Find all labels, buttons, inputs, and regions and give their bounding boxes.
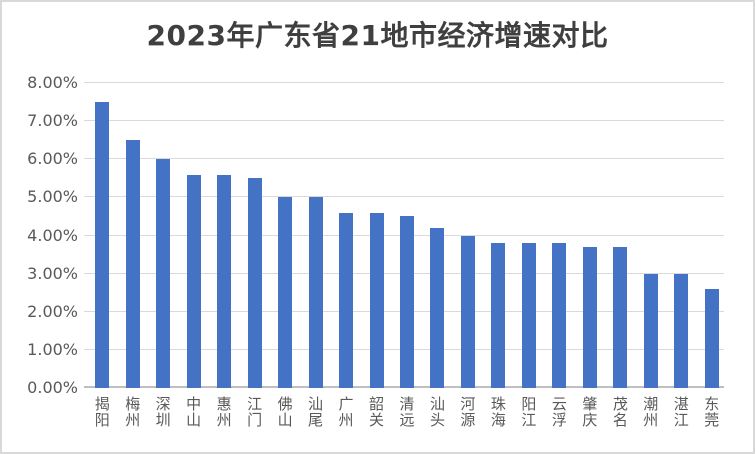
gridline bbox=[84, 196, 724, 198]
x-tick-label: 汕头 bbox=[429, 395, 445, 429]
y-tick-label: 5.00% bbox=[27, 187, 78, 207]
x-tick-label: 汕尾 bbox=[308, 395, 324, 429]
y-tick-label: 7.00% bbox=[27, 111, 78, 131]
x-tick-label: 湛江 bbox=[673, 395, 689, 429]
x-tick-label: 潮州 bbox=[643, 395, 659, 429]
bar bbox=[308, 197, 323, 388]
x-tick-label: 佛山 bbox=[277, 395, 293, 429]
x-axis: 揭阳梅州深圳中山惠州江门佛山汕尾广州韶关清远汕头河源珠海阳江云浮肇庆茂名潮州湛江… bbox=[84, 396, 724, 450]
gridline bbox=[84, 82, 724, 83]
y-axis: 0.00% 1.00% 2.00% 3.00% 4.00% 5.00% 6.00% 7.00%… bbox=[2, 74, 78, 397]
bar bbox=[674, 273, 689, 388]
bar bbox=[400, 216, 414, 388]
bar bbox=[95, 102, 110, 388]
bar bbox=[125, 140, 140, 388]
bar bbox=[278, 197, 293, 388]
x-tick-label: 云浮 bbox=[551, 395, 567, 429]
bar bbox=[186, 174, 201, 388]
x-tick-label: 珠海 bbox=[490, 395, 506, 429]
y-tick-label: 4.00% bbox=[27, 225, 78, 245]
bar bbox=[369, 212, 384, 388]
x-tick-label: 中山 bbox=[186, 395, 202, 429]
x-tick-label: 肇庆 bbox=[582, 395, 598, 429]
x-tick-label: 茂名 bbox=[612, 395, 628, 429]
y-tick-label: 2.00% bbox=[27, 301, 78, 321]
bar bbox=[430, 227, 445, 388]
bar bbox=[613, 246, 628, 388]
x-tick-label: 东莞 bbox=[704, 395, 720, 429]
bar bbox=[552, 243, 567, 388]
bar bbox=[247, 178, 262, 388]
y-tick-label: 8.00% bbox=[27, 73, 78, 92]
x-tick-label: 韶关 bbox=[369, 395, 385, 429]
x-tick-label: 揭阳 bbox=[94, 395, 110, 429]
bar bbox=[491, 243, 506, 388]
bar bbox=[643, 273, 658, 388]
bar bbox=[582, 246, 597, 388]
bar bbox=[704, 288, 719, 388]
x-tick-label: 深圳 bbox=[155, 395, 171, 429]
y-tick-label: 1.00% bbox=[27, 339, 78, 359]
chart-title: 2023年广东省21地市经济增速对比 bbox=[146, 19, 609, 52]
gridline bbox=[84, 158, 724, 160]
x-tick-label: 广州 bbox=[338, 395, 354, 429]
x-tick-label: 清远 bbox=[399, 395, 415, 429]
y-tick-label: 6.00% bbox=[27, 149, 78, 169]
bar bbox=[156, 159, 171, 388]
plot-area bbox=[84, 82, 724, 388]
bar bbox=[460, 235, 475, 388]
bar bbox=[521, 243, 536, 388]
bar bbox=[339, 212, 354, 388]
x-tick-label: 河源 bbox=[460, 395, 476, 429]
x-tick-label: 江门 bbox=[247, 395, 263, 429]
gridline bbox=[84, 120, 724, 122]
x-tick-label: 梅州 bbox=[125, 395, 141, 429]
y-tick-label: 3.00% bbox=[27, 263, 78, 283]
x-tick-label: 阳江 bbox=[521, 395, 537, 429]
x-tick-label: 惠州 bbox=[216, 395, 232, 429]
y-tick-label: 0.00% bbox=[27, 378, 78, 397]
bar bbox=[217, 174, 232, 388]
